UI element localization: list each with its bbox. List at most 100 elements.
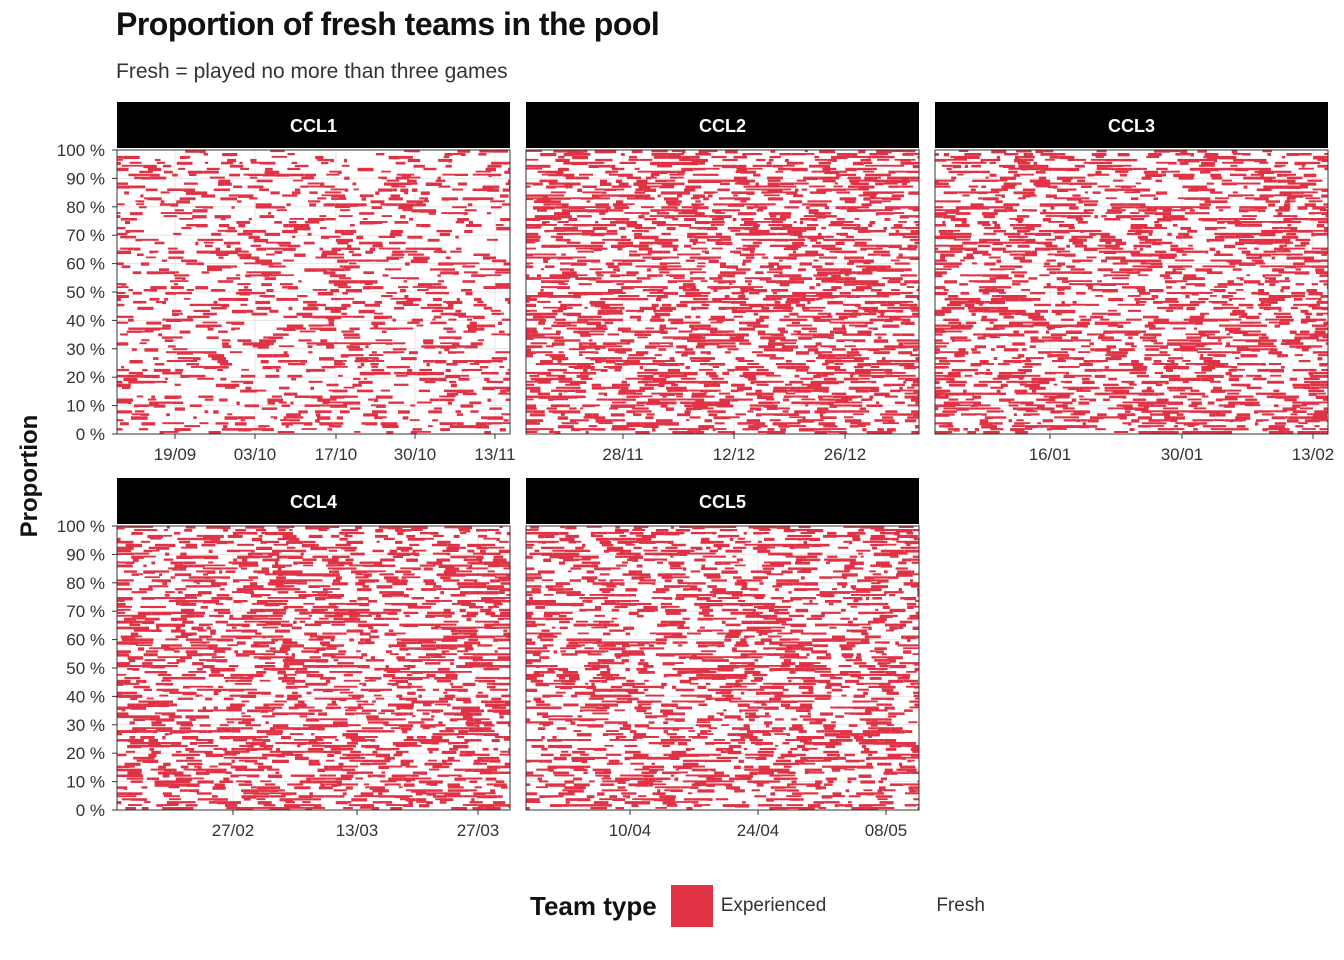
experienced-segment bbox=[773, 274, 785, 278]
experienced-segment bbox=[798, 268, 803, 272]
experienced-segment bbox=[344, 247, 361, 250]
experienced-segment bbox=[281, 404, 290, 407]
experienced-segment bbox=[1148, 153, 1162, 157]
experienced-segment bbox=[1194, 321, 1203, 325]
experienced-segment bbox=[1243, 176, 1260, 180]
experienced-segment bbox=[505, 398, 510, 401]
experienced-segment bbox=[1126, 318, 1142, 321]
experienced-segment bbox=[828, 200, 832, 203]
experienced-segment bbox=[1202, 410, 1216, 414]
experienced-segment bbox=[668, 371, 683, 375]
experienced-segment bbox=[532, 182, 543, 186]
experienced-segment bbox=[821, 280, 836, 283]
experienced-segment bbox=[866, 283, 872, 287]
experienced-segment bbox=[601, 218, 616, 220]
experienced-segment bbox=[771, 354, 776, 358]
experienced-segment bbox=[645, 416, 654, 420]
experienced-segment bbox=[771, 431, 786, 434]
experienced-segment bbox=[1258, 241, 1273, 245]
experienced-segment bbox=[1051, 327, 1055, 330]
experienced-segment bbox=[508, 167, 510, 171]
experienced-segment bbox=[911, 410, 919, 414]
experienced-segment bbox=[993, 209, 1008, 213]
experienced-segment bbox=[1166, 368, 1173, 372]
experienced-segment bbox=[999, 398, 1011, 402]
experienced-segment bbox=[861, 203, 872, 207]
experienced-segment bbox=[947, 212, 956, 214]
experienced-segment bbox=[942, 221, 946, 224]
experienced-segment bbox=[289, 173, 305, 177]
experienced-segment bbox=[1003, 164, 1016, 168]
experienced-segment bbox=[1128, 303, 1145, 306]
experienced-segment bbox=[1089, 398, 1097, 402]
experienced-segment bbox=[877, 176, 881, 179]
experienced-segment bbox=[1105, 244, 1120, 248]
experienced-segment bbox=[174, 280, 189, 282]
experienced-segment bbox=[526, 300, 530, 303]
experienced-segment bbox=[724, 398, 732, 402]
experienced-segment bbox=[766, 280, 777, 283]
experienced-segment bbox=[128, 318, 134, 322]
experienced-segment bbox=[1013, 256, 1025, 260]
chart-title: Proportion of fresh teams in the pool bbox=[116, 6, 660, 42]
experienced-segment bbox=[1224, 419, 1230, 422]
experienced-segment bbox=[1020, 274, 1025, 278]
experienced-segment bbox=[987, 191, 1000, 194]
experienced-segment bbox=[869, 306, 878, 311]
experienced-segment bbox=[540, 200, 546, 204]
experienced-segment bbox=[1180, 226, 1192, 230]
experienced-segment bbox=[446, 363, 458, 366]
experienced-segment bbox=[533, 197, 537, 200]
experienced-segment bbox=[639, 306, 654, 311]
experienced-segment bbox=[526, 428, 540, 431]
experienced-segment bbox=[575, 277, 589, 280]
experienced-segment bbox=[554, 212, 571, 216]
experienced-segment bbox=[822, 167, 831, 171]
experienced-segment bbox=[251, 312, 268, 316]
experienced-segment bbox=[1203, 155, 1207, 159]
experienced-segment bbox=[814, 419, 824, 422]
experienced-segment bbox=[894, 401, 905, 405]
experienced-segment bbox=[386, 327, 399, 330]
experienced-segment bbox=[940, 253, 955, 257]
experienced-segment bbox=[982, 413, 987, 416]
experienced-segment bbox=[620, 274, 637, 277]
experienced-segment bbox=[678, 363, 685, 366]
experienced-segment bbox=[1241, 153, 1251, 156]
experienced-segment bbox=[551, 357, 569, 361]
experienced-segment bbox=[742, 371, 755, 376]
experienced-segment bbox=[631, 150, 637, 154]
experienced-segment bbox=[1188, 404, 1198, 408]
experienced-segment bbox=[1126, 330, 1141, 334]
experienced-segment bbox=[660, 161, 671, 166]
experienced-segment bbox=[310, 368, 321, 372]
experienced-segment bbox=[526, 253, 534, 257]
experienced-segment bbox=[1051, 351, 1058, 354]
experienced-segment bbox=[1021, 360, 1032, 363]
experienced-segment bbox=[993, 416, 1007, 419]
experienced-segment bbox=[1158, 256, 1176, 259]
experienced-segment bbox=[1226, 333, 1230, 336]
experienced-segment bbox=[1034, 247, 1051, 251]
experienced-segment bbox=[618, 404, 636, 408]
experienced-segment bbox=[465, 292, 473, 296]
experienced-segment bbox=[608, 366, 622, 369]
experienced-segment bbox=[961, 221, 967, 224]
experienced-segment bbox=[907, 300, 914, 303]
experienced-segment bbox=[678, 330, 693, 333]
experienced-segment bbox=[301, 176, 315, 180]
experienced-segment bbox=[177, 357, 193, 360]
experienced-segment bbox=[242, 342, 255, 346]
experienced-segment bbox=[1110, 271, 1127, 274]
experienced-segment bbox=[294, 395, 311, 398]
experienced-segment bbox=[567, 389, 576, 392]
experienced-segment bbox=[676, 303, 688, 308]
experienced-segment bbox=[727, 226, 745, 230]
experienced-segment bbox=[676, 398, 687, 401]
experienced-segment bbox=[1162, 173, 1166, 177]
experienced-segment bbox=[869, 389, 879, 393]
experienced-segment bbox=[1017, 229, 1027, 233]
experienced-segment bbox=[964, 303, 975, 307]
experienced-segment bbox=[571, 428, 581, 432]
experienced-segment bbox=[386, 247, 401, 250]
